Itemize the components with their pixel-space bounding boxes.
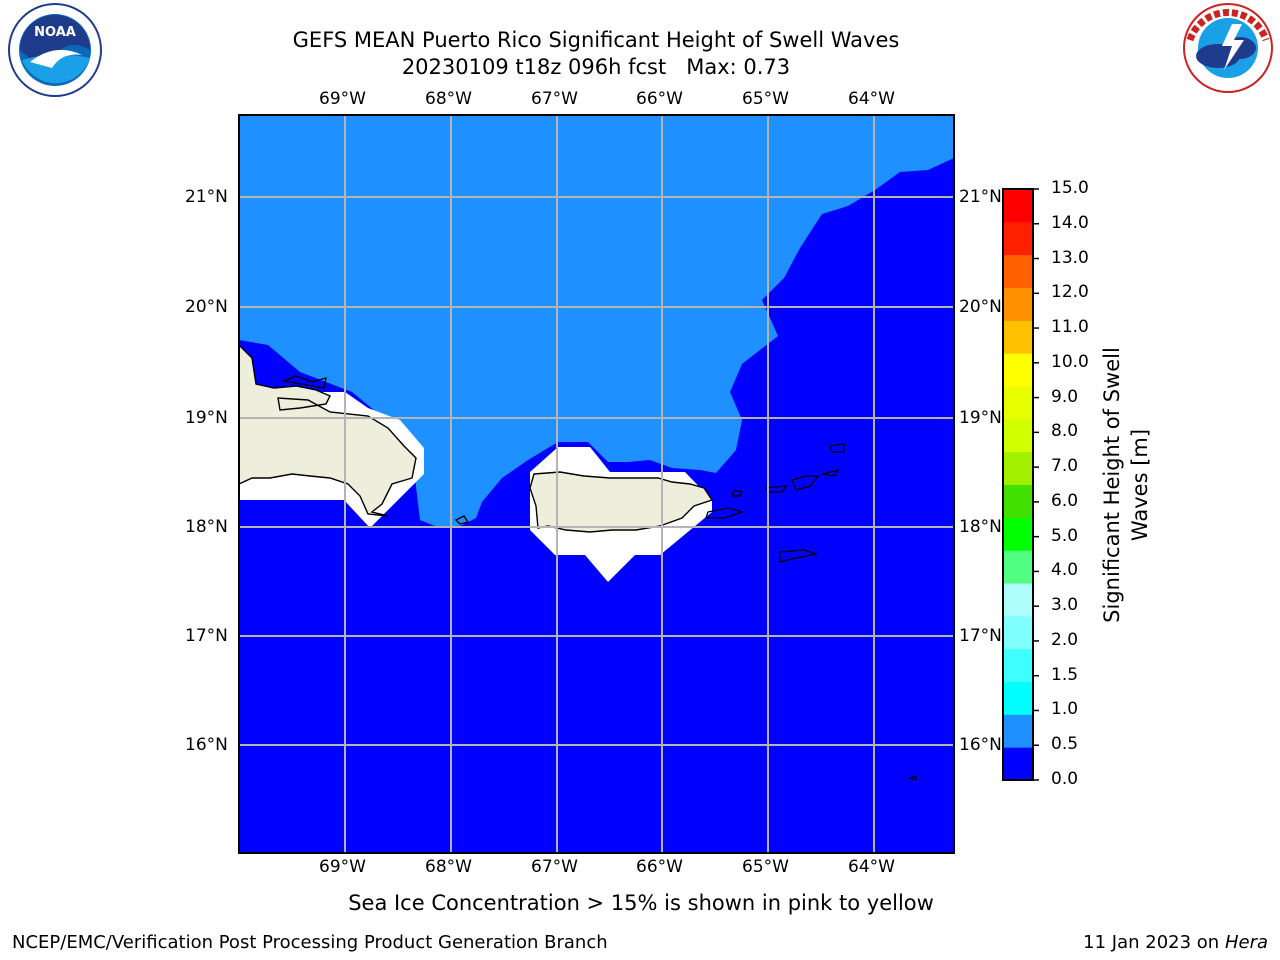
lat-label-left-16n: 16°N [185,735,228,755]
noaa-logo: NOAA [8,3,102,97]
lon-label-top-65w: 65°W [742,89,789,109]
lat-label-right-16n: 16°N [959,735,1002,755]
footer-date: 11 Jan 2023 on Hera [1083,932,1268,953]
colorbar-tick-label: 1.0 [1051,699,1079,720]
lon-label-bottom-64w: 64°W [848,857,895,877]
lat-label-left-19n: 19°N [185,408,228,428]
colorbar-tick-label: 3.0 [1051,595,1079,616]
footer-date-text: 11 Jan 2023 on [1083,932,1225,953]
colorbar-segment [1003,747,1033,781]
virgin-islands [281,375,917,781]
colorbar-tick-label: 8.0 [1051,421,1079,442]
colorbar-segment [1003,615,1033,650]
lat-label-right-17n: 17°N [959,626,1002,646]
colorbar-tick-label: 10.0 [1051,351,1089,372]
colorbar-title: Significant Height of Swell Waves [m] [1100,347,1152,623]
lon-label-bottom-68w: 68°W [425,857,472,877]
lon-label-top-66w: 66°W [636,89,683,109]
colorbar-segment [1003,484,1033,518]
colorbar-tick-label: 6.0 [1051,490,1079,511]
nws-logo [1183,3,1273,93]
lat-label-right-19n: 19°N [959,408,1002,428]
lat-label-left-17n: 17°N [185,626,228,646]
footer-machine: Hera [1224,932,1268,953]
sea-ice-note: Sea Ice Concentration > 15% is shown in … [348,891,934,915]
colorbar-tick-label: 13.0 [1051,247,1089,268]
map-frame [238,114,955,854]
map-subtitle: 20230109 t18z 096h fcst Max: 0.73 [401,55,791,79]
ocean-mid-swell [239,115,954,528]
colorbar-segment [1003,418,1033,453]
colorbar-segment [1003,287,1033,321]
lon-label-bottom-67w: 67°W [531,857,578,877]
lat-label-left-21n: 21°N [185,187,228,207]
svg-text:NOAA: NOAA [34,25,76,40]
lat-label-left-18n: 18°N [185,517,228,537]
colorbar-segment [1003,517,1033,551]
lat-label-right-18n: 18°N [959,517,1002,537]
map-title: GEFS MEAN Puerto Rico Significant Height… [292,28,900,52]
colorbar-tick-label: 15.0 [1051,178,1089,198]
colorbar-segment [1003,451,1033,485]
hispaniola-land [239,344,417,517]
lon-label-bottom-65w: 65°W [742,857,789,877]
colorbar-segment [1003,386,1033,420]
lat-label-right-21n: 21°N [959,187,1002,207]
colorbar-segment [1003,353,1033,387]
colorbar-tick-label: 7.0 [1051,456,1079,477]
colorbar-segment [1003,714,1033,748]
colorbar-segment [1003,221,1033,256]
lon-label-top-67w: 67°W [531,89,578,109]
colorbar-tick-label: 14.0 [1051,212,1089,233]
lat-label-right-20n: 20°N [959,297,1002,317]
lon-label-bottom-69w: 69°W [319,857,366,877]
colorbar-frame [1002,188,1034,781]
colorbar-segment [1003,648,1033,682]
colorbar-segment [1003,189,1033,223]
colorbar [1002,188,1039,781]
colorbar-segment [1003,681,1033,715]
graticule [239,115,954,853]
colorbar-tick-label: 0.5 [1051,734,1079,755]
colorbar-tick-label: 0.0 [1051,769,1079,789]
colorbar-segment [1003,550,1033,584]
colorbar-tick-label: 1.5 [1051,664,1079,685]
lon-label-top-69w: 69°W [319,89,366,109]
colorbar-tick-label: 12.0 [1051,282,1089,303]
lon-label-bottom-66w: 66°W [636,857,683,877]
right-lat-labels: 21°N 20°N 19°N 18°N 17°N 16°N [958,0,1002,960]
lon-label-top-68w: 68°W [425,89,472,109]
colorbar-segment [1003,320,1033,354]
colorbar-tick-label: 11.0 [1051,317,1089,338]
colorbar-segment [1003,254,1033,288]
lon-label-top-64w: 64°W [848,89,895,109]
footer-credit: NCEP/EMC/Verification Post Processing Pr… [12,932,608,953]
lat-label-left-20n: 20°N [185,297,228,317]
colorbar-tick-label: 4.0 [1051,560,1079,581]
colorbar-tick-label: 2.0 [1051,629,1079,650]
colorbar-tick-label: 5.0 [1051,525,1079,546]
colorbar-tick-label: 9.0 [1051,386,1079,407]
colorbar-segment [1003,583,1033,617]
